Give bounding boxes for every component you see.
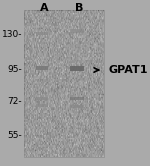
Text: B: B (75, 3, 84, 13)
Text: 72-: 72- (7, 96, 22, 106)
Text: A: A (40, 3, 49, 13)
Bar (70, 97, 84, 100)
Text: 95-: 95- (7, 65, 22, 74)
Text: 55-: 55- (7, 131, 22, 140)
Bar (70, 45, 84, 47)
Bar (70, 30, 84, 33)
Bar (36, 66, 48, 70)
Bar (24, 10, 104, 157)
Text: GPAT1: GPAT1 (109, 65, 148, 75)
Bar (36, 97, 48, 100)
Text: 130-: 130- (2, 30, 22, 39)
Bar (36, 104, 48, 107)
Bar (70, 66, 84, 71)
Bar (36, 32, 48, 35)
Bar (70, 105, 84, 108)
